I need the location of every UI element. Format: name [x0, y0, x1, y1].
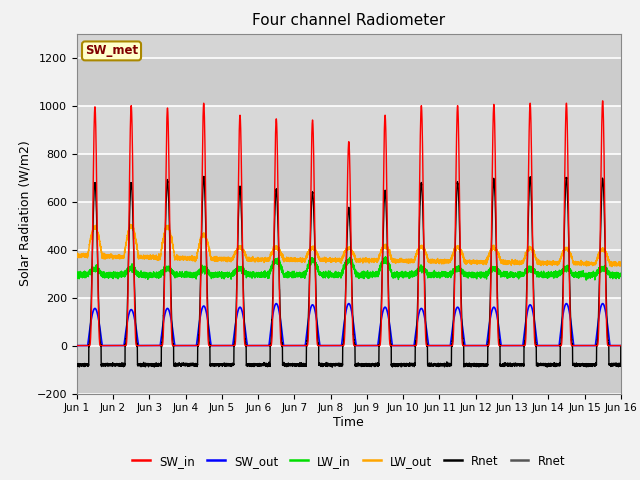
Line: SW_in: SW_in [77, 101, 621, 346]
LW_in [73, 274, 81, 279]
Rnet [200, 174, 207, 180]
Rnet [486, 309, 493, 314]
LW_out [594, 252, 602, 258]
LW_out [608, 264, 616, 269]
Bar [77, 250, 621, 298]
Line: SW_out: SW_out [77, 304, 621, 346]
SW_in [258, 343, 266, 348]
SW_out [599, 301, 607, 307]
SW_out [258, 343, 266, 348]
Bar [77, 346, 621, 394]
SW_out [594, 321, 602, 327]
SW_out [330, 343, 338, 348]
LW_out [588, 260, 595, 265]
LW_out [127, 222, 134, 228]
LW_in [330, 274, 338, 279]
SW_out [617, 343, 625, 348]
SW_in [599, 98, 607, 104]
Y-axis label: Solar Radiation (W/m2): Solar Radiation (W/m2) [18, 141, 31, 287]
Rnet [73, 363, 81, 369]
Rnet [594, 327, 602, 333]
Title: Four channel Radiometer: Four channel Radiometer [252, 13, 445, 28]
Rnet [471, 362, 479, 368]
Bar [77, 106, 621, 154]
LW_in [381, 254, 389, 260]
Rnet [617, 343, 625, 348]
LW_out [470, 261, 478, 266]
Rnet [328, 364, 336, 370]
Bar [77, 202, 621, 250]
SW_out [486, 318, 493, 324]
LW_out [73, 253, 81, 259]
LW_out [486, 251, 493, 256]
LW_out [330, 256, 338, 262]
SW_out [470, 343, 478, 348]
SW_out [73, 343, 81, 348]
Rnet [258, 362, 266, 368]
LW_in [470, 272, 478, 278]
LW_in [617, 272, 625, 278]
LW_in [582, 277, 590, 283]
Rnet [588, 361, 595, 367]
SW_in [588, 343, 595, 348]
Bar [77, 154, 621, 202]
X-axis label: Time: Time [333, 416, 364, 429]
SW_out [588, 343, 595, 348]
Line: LW_in: LW_in [77, 257, 621, 280]
Legend: SW_in, SW_out, LW_in, LW_out, Rnet, Rnet: SW_in, SW_out, LW_in, LW_out, Rnet, Rnet [127, 450, 570, 472]
Text: SW_met: SW_met [85, 44, 138, 58]
Line: LW_out: LW_out [77, 225, 621, 266]
SW_in [73, 343, 81, 348]
Line: Rnet: Rnet [77, 177, 621, 367]
Rnet [331, 363, 339, 369]
SW_in [486, 330, 493, 336]
Bar [77, 58, 621, 106]
SW_in [470, 343, 478, 348]
SW_in [594, 341, 602, 347]
SW_in [617, 343, 625, 348]
LW_in [594, 268, 602, 274]
LW_out [617, 262, 625, 268]
Bar [77, 298, 621, 346]
LW_in [486, 268, 493, 274]
LW_in [258, 270, 266, 276]
LW_in [588, 271, 595, 277]
SW_in [330, 343, 338, 348]
LW_out [258, 257, 266, 263]
